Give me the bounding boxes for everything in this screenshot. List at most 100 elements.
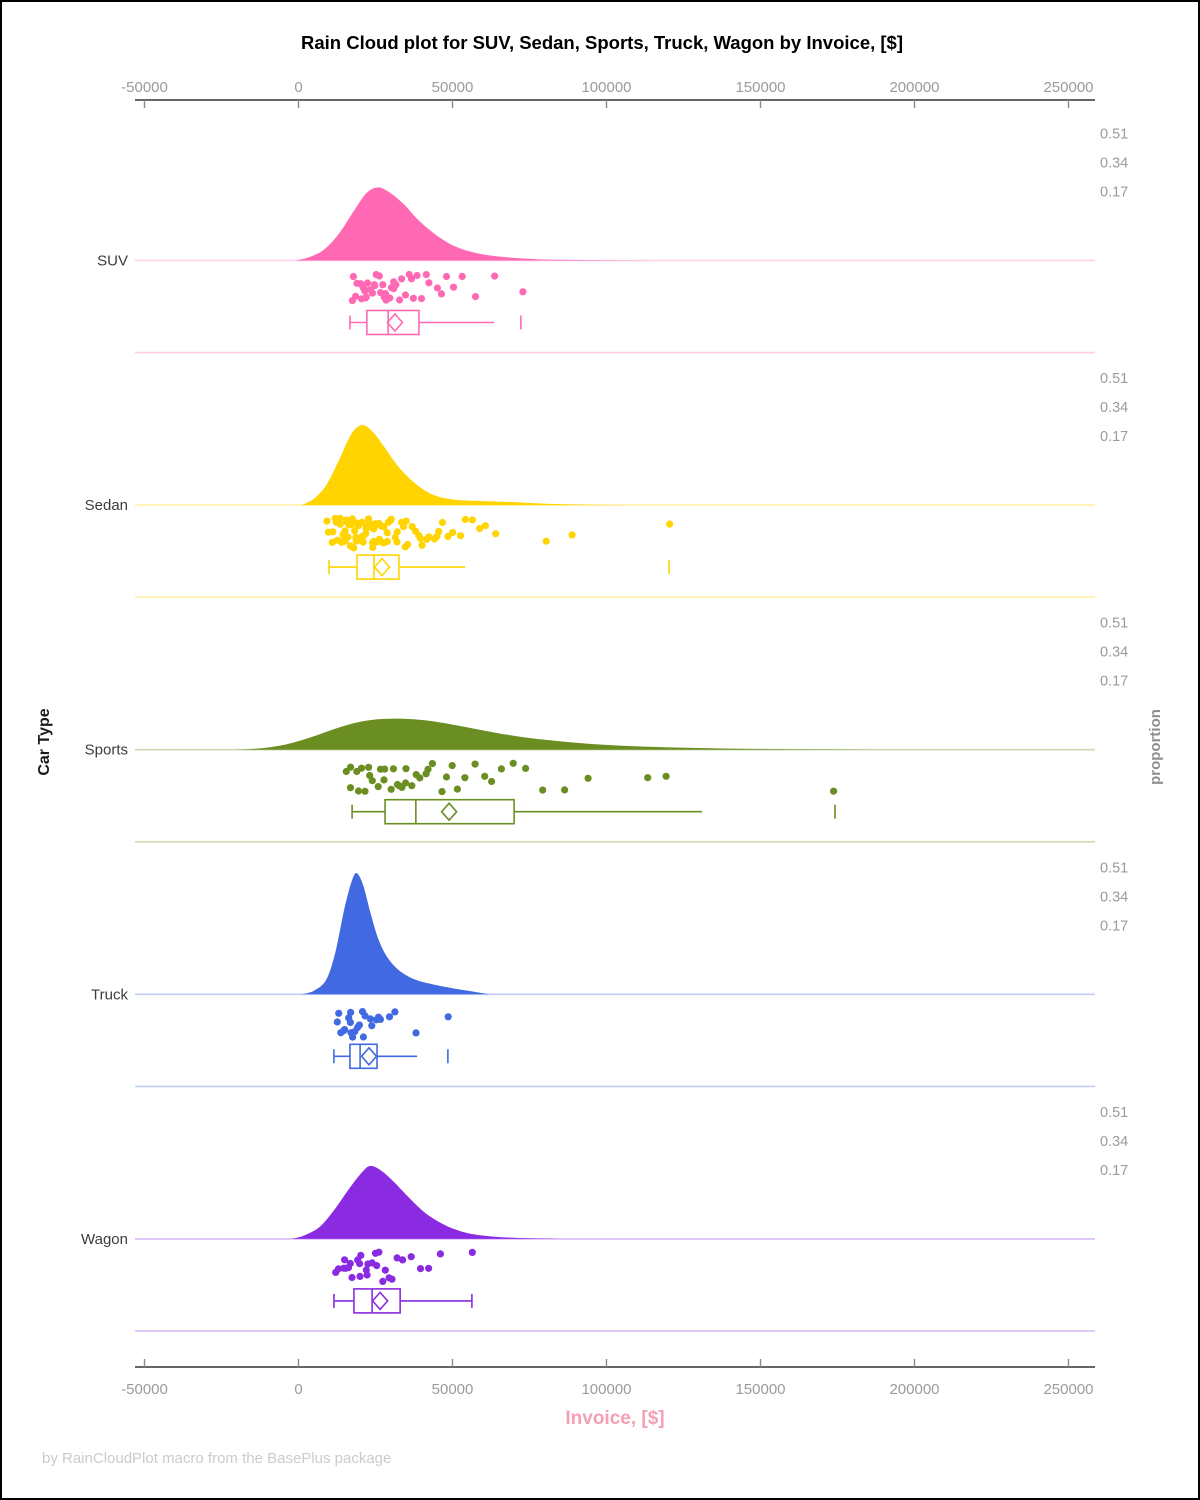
category-label: Wagon <box>81 1231 128 1248</box>
proportion-tick-label: 0.17 <box>1100 1163 1128 1179</box>
rain-point <box>351 527 359 535</box>
proportion-tick-label: 0.51 <box>1100 860 1128 876</box>
rain-point <box>359 1033 367 1041</box>
rain-point <box>374 783 382 791</box>
bottom-axis-tick-label: 200000 <box>889 1381 939 1398</box>
footer-note: by RainCloudPlot macro from the BasePlus… <box>42 1450 391 1467</box>
rain-point <box>416 534 424 543</box>
rain-point <box>346 1018 354 1026</box>
rain-point <box>386 294 394 302</box>
rain-point <box>357 764 366 772</box>
proportion-tick-label: 0.34 <box>1100 889 1128 905</box>
rain-point <box>355 1021 363 1029</box>
rain-point <box>361 287 369 295</box>
rain-point <box>488 777 496 786</box>
rain-point <box>509 759 517 767</box>
rain-point <box>352 537 360 545</box>
rain-point <box>389 765 397 773</box>
rain-point <box>329 528 337 536</box>
rain-point <box>391 1008 399 1016</box>
proportion-tick-label: 0.34 <box>1100 645 1128 661</box>
proportion-tick-label: 0.17 <box>1100 429 1128 445</box>
box <box>356 554 400 580</box>
rain-point <box>425 533 433 541</box>
rain-point <box>416 774 424 782</box>
rain-point <box>399 523 408 531</box>
bottom-axis-tick-label: 100000 <box>581 1381 631 1398</box>
category-section-suv: SUV 0.51 0.34 0.17 <box>97 127 1128 354</box>
rain-point <box>435 527 443 536</box>
category-section-truck: Truck 0.51 0.34 0.17 <box>91 860 1128 1088</box>
proportion-tick-label: 0.51 <box>1100 127 1128 143</box>
proportion-tick-label: 0.51 <box>1100 616 1128 632</box>
rain-point <box>402 765 410 773</box>
rain-point <box>393 538 401 546</box>
rain-point <box>468 516 476 524</box>
category-section-sedan: Sedan 0.51 0.34 0.17 <box>85 371 1128 599</box>
bottom-axis-tick-label: 50000 <box>432 1381 474 1398</box>
rain-point <box>363 279 372 287</box>
category-label: Sedan <box>85 497 128 514</box>
rain-point <box>417 295 426 303</box>
rain-point <box>385 1013 394 1021</box>
rain-point <box>644 774 652 782</box>
top-axis-tick-label: 100000 <box>581 79 631 96</box>
category-label: Truck <box>91 986 128 1003</box>
proportion-tick-label: 0.17 <box>1100 185 1128 201</box>
rain-point <box>323 517 331 525</box>
rain-point <box>393 1254 401 1262</box>
bottom-axis-tick-label: 150000 <box>735 1381 785 1398</box>
rain-point <box>356 1272 364 1280</box>
top-axis-tick-label: 150000 <box>735 79 785 96</box>
rain-point <box>471 293 480 301</box>
rain-point <box>373 1262 381 1270</box>
rain-point <box>375 1248 383 1256</box>
proportion-tick-label: 0.51 <box>1100 1105 1128 1121</box>
rain-point <box>561 786 569 794</box>
rain-point <box>350 544 358 552</box>
density-area <box>292 1165 558 1239</box>
bottom-axis-tick-label: 250000 <box>1043 1381 1093 1398</box>
proportion-tick-label: 0.51 <box>1100 371 1128 387</box>
category-label: SUV <box>97 253 128 270</box>
rain-point <box>379 281 387 289</box>
rain-point <box>333 1018 341 1026</box>
rain-point <box>449 528 457 537</box>
proportion-tick-label: 0.34 <box>1100 400 1128 416</box>
rain-point <box>376 1015 384 1024</box>
category-section-sports: Sports 0.51 0.34 0.17 <box>85 616 1128 843</box>
rain-point <box>401 291 410 299</box>
rain-point <box>412 1029 420 1037</box>
rain-point <box>413 271 421 280</box>
proportion-tick-label: 0.34 <box>1100 156 1128 172</box>
rain-point <box>458 272 466 280</box>
rain-point <box>362 293 370 301</box>
rain-point <box>666 520 674 528</box>
rain-point <box>568 531 576 539</box>
rain-point <box>433 284 441 292</box>
rain-point <box>383 537 391 546</box>
rain-point <box>347 1008 355 1017</box>
rain-point <box>381 765 389 773</box>
rain-point <box>497 765 505 773</box>
rain-point <box>442 773 451 781</box>
rain-point <box>471 760 479 768</box>
rain-point <box>334 1265 342 1273</box>
rain-point <box>349 1033 357 1041</box>
rain-point <box>380 776 388 784</box>
rain-point <box>402 779 410 787</box>
rain-point <box>522 764 530 773</box>
rain-point <box>393 528 401 536</box>
rain-point <box>461 774 469 782</box>
proportion-tick-label: 0.17 <box>1100 674 1128 690</box>
rain-point <box>371 282 379 290</box>
rain-point <box>379 1277 387 1285</box>
rain-point <box>481 522 489 530</box>
top-axis-tick-label: -50000 <box>121 79 168 96</box>
chart-title: Rain Cloud plot for SUV, Sedan, Sports, … <box>301 32 903 53</box>
rain-point <box>409 294 417 302</box>
rain-point <box>542 537 550 545</box>
top-axis-tick-label: 200000 <box>889 79 939 96</box>
